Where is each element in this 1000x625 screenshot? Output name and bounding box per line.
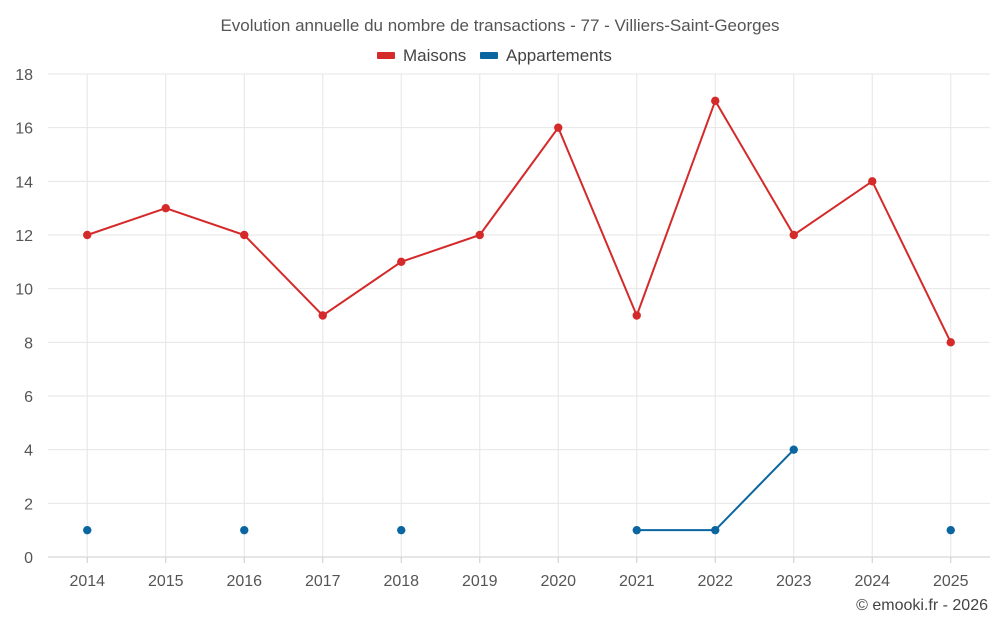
x-tick-label: 2023 xyxy=(776,573,812,590)
data-point[interactable] xyxy=(632,525,641,535)
data-point[interactable] xyxy=(83,230,92,240)
series-line xyxy=(86,98,952,343)
data-point[interactable] xyxy=(475,230,484,240)
data-point[interactable] xyxy=(632,311,641,320)
y-tick-label: 10 xyxy=(15,282,33,299)
legend-label[interactable]: Maisons xyxy=(403,46,466,65)
series-maisons xyxy=(83,96,955,347)
data-point[interactable] xyxy=(868,177,877,186)
data-point[interactable] xyxy=(711,525,720,535)
data-point[interactable] xyxy=(83,525,92,535)
x-tick-label: 2014 xyxy=(69,573,105,590)
data-point[interactable] xyxy=(161,203,170,213)
series-appartements xyxy=(83,445,955,535)
y-tick-label: 6 xyxy=(24,389,33,406)
y-tick-label: 8 xyxy=(24,335,33,352)
credit-text: © emooki.fr - 2026 xyxy=(856,597,988,614)
y-tick-label: 12 xyxy=(15,228,33,245)
data-point[interactable] xyxy=(240,525,249,535)
y-tick-label: 2 xyxy=(24,496,33,513)
data-point[interactable] xyxy=(789,445,798,454)
y-tick-label: 0 xyxy=(24,550,33,567)
x-tick-label: 2017 xyxy=(305,573,341,590)
x-tick-label: 2020 xyxy=(540,573,576,590)
data-point[interactable] xyxy=(397,525,406,535)
y-tick-label: 18 xyxy=(15,67,33,84)
x-tick-label: 2016 xyxy=(226,573,262,590)
y-tick-label: 4 xyxy=(24,443,33,460)
data-point[interactable] xyxy=(318,311,327,320)
x-tick-label: 2024 xyxy=(854,573,890,590)
chart-title: Evolution annuelle du nombre de transact… xyxy=(220,16,779,35)
x-tick-label: 2025 xyxy=(933,573,969,590)
y-tick-label: 16 xyxy=(15,121,33,138)
data-point[interactable] xyxy=(946,338,955,347)
x-tick-label: 2018 xyxy=(383,573,419,590)
data-point[interactable] xyxy=(711,96,720,106)
legend: Maisons Appartements xyxy=(377,46,612,65)
legend-label[interactable]: Appartements xyxy=(506,46,612,65)
grid xyxy=(48,73,990,558)
x-tick-label: 2022 xyxy=(697,573,733,590)
series-group xyxy=(83,96,955,535)
y-axis: 0 2 4 6 8 10 12 14 16 18 xyxy=(15,67,33,567)
data-point[interactable] xyxy=(946,525,955,535)
x-tick-label: 2015 xyxy=(148,573,184,590)
data-point[interactable] xyxy=(554,123,563,132)
x-axis: 2014 2015 2016 2017 2018 2019 2020 2021 2022 2023… xyxy=(69,557,969,590)
y-tick-label: 14 xyxy=(15,174,33,191)
data-point[interactable] xyxy=(789,230,798,240)
x-tick-label: 2019 xyxy=(462,573,498,590)
data-point[interactable] xyxy=(240,230,249,240)
x-tick-label: 2021 xyxy=(619,573,655,590)
data-point[interactable] xyxy=(397,257,406,267)
legend-swatch[interactable] xyxy=(377,52,395,59)
legend-swatch[interactable] xyxy=(480,52,498,59)
